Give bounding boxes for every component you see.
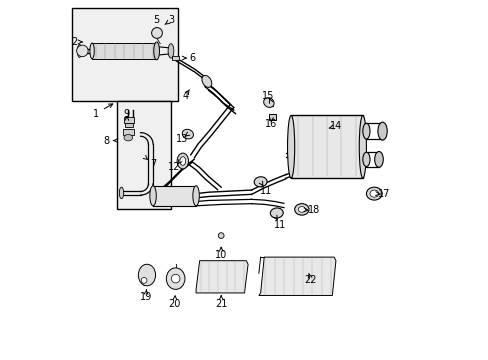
Bar [117,101,171,209]
Ellipse shape [182,129,193,139]
Ellipse shape [202,75,211,87]
Ellipse shape [287,116,294,178]
Ellipse shape [149,186,156,206]
Text: 12: 12 [168,162,181,172]
Ellipse shape [168,44,174,58]
Ellipse shape [362,123,369,139]
Bar [268,114,276,120]
Ellipse shape [218,233,224,238]
Ellipse shape [77,44,81,57]
Ellipse shape [254,177,266,187]
Bar [153,186,196,206]
Text: 4: 4 [182,91,188,101]
Ellipse shape [192,186,199,206]
Circle shape [151,28,162,39]
Text: 11: 11 [259,186,272,196]
Text: 3: 3 [167,15,174,26]
Text: 15: 15 [261,91,273,101]
Text: 13: 13 [175,134,187,144]
Text: 6: 6 [189,53,195,63]
Polygon shape [196,261,247,293]
Ellipse shape [294,204,308,215]
Text: 19: 19 [140,292,152,302]
Bar [72,8,178,101]
Text: 20: 20 [168,299,181,309]
Ellipse shape [374,152,383,167]
Text: 8: 8 [103,136,109,145]
Ellipse shape [263,98,274,107]
Text: 14: 14 [329,121,342,131]
Ellipse shape [119,187,123,199]
Ellipse shape [90,43,94,59]
Text: 17: 17 [377,189,390,199]
Text: 16: 16 [264,120,277,129]
Ellipse shape [153,42,159,60]
Ellipse shape [359,116,366,178]
Ellipse shape [377,122,386,140]
Ellipse shape [270,208,283,218]
Text: 22: 22 [304,275,316,285]
Ellipse shape [362,152,369,167]
Ellipse shape [124,134,132,141]
Ellipse shape [177,153,188,169]
Text: 2: 2 [71,37,77,47]
Bar [125,123,133,127]
Circle shape [141,278,147,283]
Ellipse shape [138,264,155,286]
Bar [92,43,156,59]
Bar [122,130,133,135]
Text: 7: 7 [150,159,156,169]
Ellipse shape [298,207,305,212]
Text: 11: 11 [274,220,286,230]
Bar [172,55,178,60]
Text: 1: 1 [92,109,99,119]
Ellipse shape [369,190,378,197]
Circle shape [171,274,180,283]
Circle shape [77,45,88,57]
Polygon shape [258,257,335,296]
Text: 18: 18 [307,206,320,216]
Ellipse shape [166,268,184,289]
Text: 5: 5 [153,15,160,26]
Bar [290,116,362,178]
Ellipse shape [180,157,185,165]
Text: 9: 9 [123,109,130,119]
Text: 21: 21 [215,299,227,309]
Text: 10: 10 [215,250,227,260]
Bar [124,117,134,123]
Ellipse shape [366,187,382,200]
